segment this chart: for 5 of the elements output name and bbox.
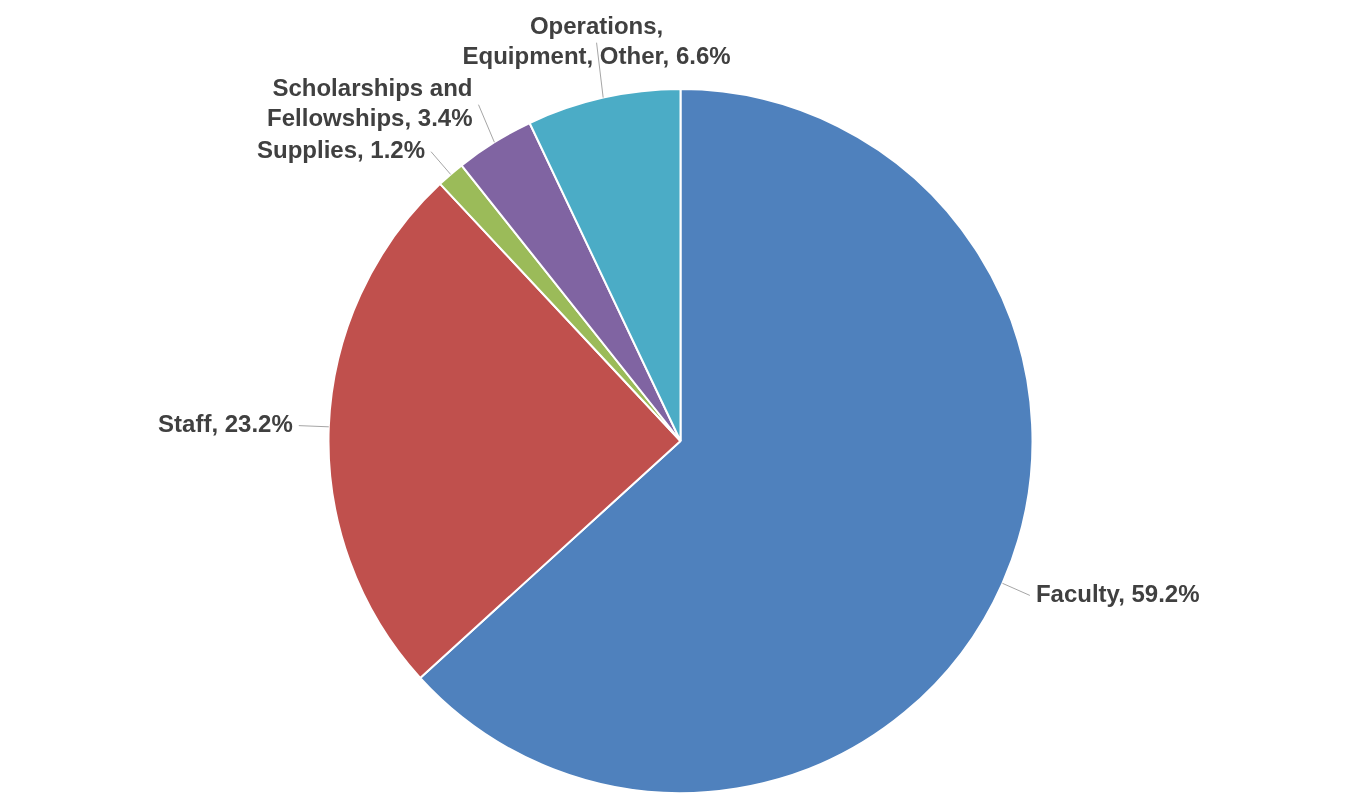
slice-label: Scholarships and Fellowships, 3.4% <box>267 74 473 132</box>
slice-label: Faculty, 59.2% <box>1035 580 1200 608</box>
slice-label: Operations, Equipment, Other, 6.6% <box>462 12 731 70</box>
slice-label: Supplies, 1.2% <box>256 136 426 164</box>
slice-label: Staff, 23.2% <box>158 410 293 438</box>
